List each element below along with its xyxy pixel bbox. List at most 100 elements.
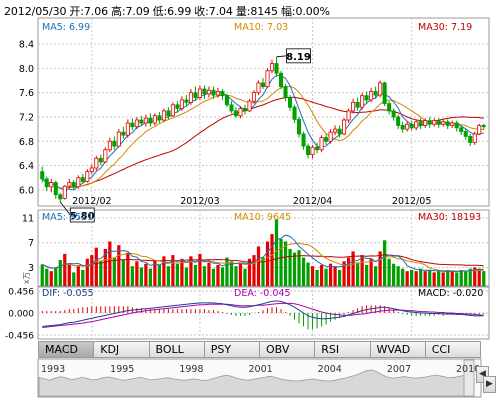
candle [387, 101, 392, 115]
volume-bar [243, 268, 247, 286]
candle [184, 95, 189, 107]
volume-bar [392, 263, 396, 286]
volume-bar [72, 272, 76, 286]
candle [355, 97, 360, 111]
tab-kdj[interactable]: KDJ [94, 342, 150, 357]
history-selection-window[interactable] [463, 359, 475, 397]
candle [391, 108, 396, 121]
tab-wvad[interactable]: WVAD [370, 342, 426, 357]
macd-dif-line [42, 300, 484, 327]
volume-legend-ma5: MA5: 8521 [42, 212, 93, 223]
volume-bar [184, 267, 189, 286]
candle [400, 121, 405, 133]
volume-moving-averages [42, 234, 484, 272]
macd-y-axis: 0.456 0.000 -0.456 [5, 288, 34, 342]
candle [80, 174, 85, 184]
candle [67, 178, 72, 189]
tab-psy[interactable]: PSY [204, 342, 260, 357]
volume-bar [54, 267, 58, 286]
volume-bar [202, 266, 207, 286]
candle [44, 176, 49, 192]
volume-bar [441, 272, 445, 286]
history-x-tick-label: 2004 [318, 364, 342, 375]
candle [166, 107, 171, 120]
volume-bar [387, 258, 391, 286]
volume-bar [256, 246, 261, 286]
macd-lines [42, 300, 484, 328]
volume-bar [45, 268, 49, 286]
volume-bar [459, 269, 463, 286]
candle [49, 178, 54, 193]
candle [197, 85, 202, 100]
tab-cci[interactable]: CCI [425, 342, 480, 357]
volume-bar [162, 256, 166, 286]
volume-bars [40, 219, 486, 286]
volume-bar [175, 263, 180, 286]
candle [143, 114, 148, 127]
candle [89, 164, 94, 175]
candle [288, 95, 293, 111]
candle [107, 137, 112, 153]
volume-y-axis: 11 7 3 [22, 214, 34, 274]
volume-bar [324, 268, 328, 286]
tab-macd[interactable]: MACD [39, 342, 95, 357]
tab-rsi[interactable]: RSI [315, 342, 371, 357]
quote-date: 2012/05/30 [4, 5, 67, 18]
candle [346, 108, 351, 124]
volume-bar [229, 261, 234, 286]
candle [373, 86, 378, 99]
volume-bar [135, 261, 139, 286]
history-x-tick-label: 2001 [249, 364, 273, 375]
candle [382, 81, 387, 107]
volume-bar [207, 262, 211, 286]
price-y-tick-label: 6.8 [19, 137, 34, 148]
candle [351, 98, 356, 114]
candle [274, 56, 279, 77]
candle [481, 123, 486, 130]
volume-bar [279, 239, 283, 286]
volume-bar [144, 263, 148, 286]
price-panel-frame [37, 17, 490, 207]
volume-bar [288, 248, 292, 286]
candle [112, 136, 117, 150]
macd-y-tick-label: 0.456 [8, 288, 34, 298]
quote-high: 高:7.09 [111, 5, 150, 18]
macd-legend-dif: DIF: -0.055 [42, 288, 94, 299]
quote-volume: 量:8145 [235, 5, 278, 18]
volume-bar [81, 269, 85, 286]
volume-bar [225, 257, 229, 286]
candle [310, 144, 315, 159]
candle [247, 98, 252, 113]
volume-bar [473, 267, 477, 286]
scroll-right-handle[interactable]: ▶ [483, 376, 496, 393]
volume-bar [383, 240, 387, 286]
candle [121, 126, 126, 139]
history-overview[interactable] [38, 359, 475, 397]
price-legend-ma5: MA5: 6.99 [42, 22, 90, 33]
tab-obv[interactable]: OBV [260, 342, 316, 357]
volume-bar [198, 253, 202, 286]
volume-bar [189, 256, 193, 286]
candle [161, 108, 166, 122]
candle [53, 180, 58, 199]
candle [256, 80, 261, 96]
candle [378, 80, 383, 98]
candle [40, 166, 45, 183]
candle [445, 119, 450, 130]
volume-bar [103, 248, 107, 286]
candle [269, 59, 275, 74]
volume-y-tick-label: 7 [28, 238, 34, 249]
volume-ma10-line [42, 242, 484, 272]
candle [206, 86, 211, 98]
candle [418, 118, 423, 130]
volume-bar [238, 262, 243, 286]
candle [450, 120, 455, 128]
candle [405, 121, 410, 132]
volume-bar [166, 266, 171, 286]
quote-open: 开:7.06 [69, 5, 109, 18]
price-y-tick-label: 7.6 [19, 88, 34, 99]
tab-boll[interactable]: BOLL [149, 342, 205, 357]
candle [328, 129, 333, 144]
